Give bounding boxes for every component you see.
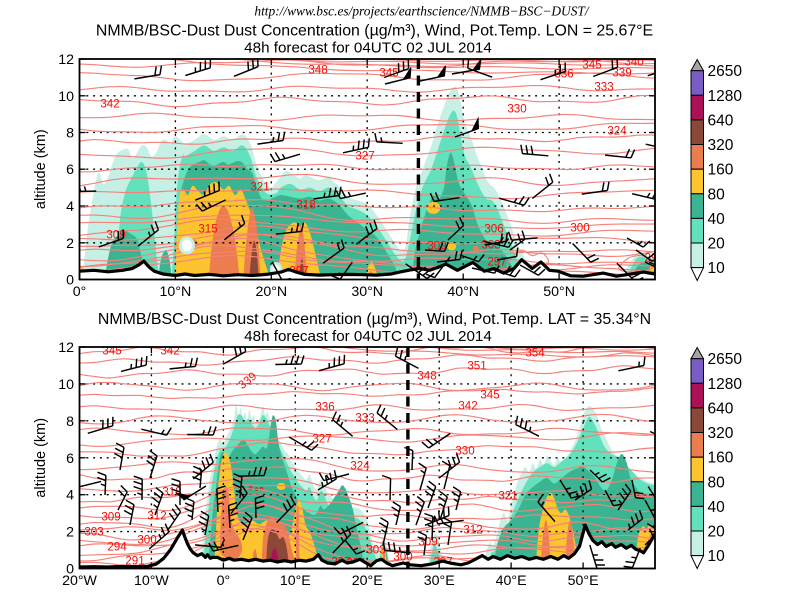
- svg-text:345: 345: [480, 389, 499, 402]
- svg-text:1280: 1280: [708, 376, 743, 393]
- svg-text:327: 327: [312, 433, 331, 446]
- svg-text:160: 160: [708, 450, 734, 467]
- svg-text:321: 321: [498, 490, 517, 503]
- svg-text:NMMB/BSC-Dust Dust Concentrati: NMMB/BSC-Dust Dust Concentration (µg/m³)…: [98, 311, 651, 328]
- svg-text:320: 320: [708, 137, 734, 154]
- svg-text:160: 160: [708, 162, 734, 179]
- svg-text:300: 300: [137, 534, 156, 547]
- svg-text:4: 4: [66, 488, 74, 504]
- svg-text:6: 6: [66, 451, 74, 467]
- svg-text:309: 309: [101, 511, 120, 524]
- svg-text:40°E: 40°E: [496, 573, 527, 589]
- svg-text:10: 10: [58, 89, 74, 105]
- svg-text:29: 29: [645, 252, 658, 265]
- svg-text:10°E: 10°E: [280, 573, 311, 589]
- svg-text:351: 351: [467, 360, 486, 373]
- svg-text:640: 640: [708, 112, 734, 129]
- svg-text:342: 342: [458, 400, 477, 413]
- svg-text:40: 40: [708, 211, 726, 228]
- svg-text:339: 339: [612, 67, 631, 80]
- svg-text:300: 300: [570, 222, 589, 235]
- svg-text:2: 2: [66, 236, 74, 252]
- svg-text:6: 6: [66, 162, 74, 178]
- svg-text:20°W: 20°W: [62, 573, 97, 589]
- svg-text:309: 309: [427, 240, 446, 253]
- svg-text:2: 2: [66, 525, 74, 541]
- svg-text:321: 321: [250, 181, 269, 194]
- svg-text:303: 303: [84, 526, 103, 539]
- svg-text:345: 345: [102, 345, 121, 358]
- svg-text:309: 309: [106, 229, 125, 242]
- svg-text:8: 8: [66, 126, 74, 142]
- svg-text:altitude (km): altitude (km): [33, 129, 49, 209]
- svg-text:318: 318: [162, 486, 181, 499]
- svg-text:348: 348: [308, 64, 327, 77]
- svg-text:336: 336: [315, 401, 334, 414]
- svg-text:330: 330: [507, 103, 526, 116]
- svg-text:30°N: 30°N: [351, 284, 383, 300]
- svg-text:315: 315: [198, 223, 217, 236]
- svg-text:324: 324: [350, 460, 370, 473]
- svg-text:10°N: 10°N: [160, 284, 192, 300]
- svg-text:640: 640: [708, 400, 734, 417]
- svg-text:333: 333: [355, 412, 374, 425]
- svg-text:20: 20: [708, 236, 726, 253]
- svg-text:297: 297: [487, 256, 506, 269]
- svg-text:327: 327: [355, 150, 374, 163]
- svg-text:318: 318: [296, 199, 315, 212]
- svg-text:340: 340: [624, 56, 643, 69]
- svg-text:0: 0: [66, 273, 74, 289]
- svg-text:20: 20: [708, 524, 726, 541]
- svg-text:336: 336: [554, 68, 573, 81]
- svg-text:342: 342: [160, 345, 179, 358]
- svg-text:312: 312: [463, 524, 482, 537]
- svg-text:348: 348: [417, 370, 436, 383]
- svg-text:30°E: 30°E: [424, 573, 455, 589]
- svg-text:345: 345: [582, 59, 601, 72]
- svg-text:333: 333: [594, 81, 613, 94]
- svg-text:8: 8: [66, 414, 74, 430]
- svg-text:http://www.bsc.es/projects/ear: http://www.bsc.es/projects/earthscience/…: [254, 4, 589, 19]
- svg-text:324: 324: [607, 125, 627, 138]
- svg-text:10: 10: [708, 260, 726, 277]
- svg-text:40: 40: [708, 499, 726, 516]
- svg-text:320: 320: [708, 425, 734, 442]
- svg-text:10°W: 10°W: [134, 573, 169, 589]
- svg-text:330: 330: [455, 445, 474, 458]
- svg-text:altitude (km): altitude (km): [33, 418, 49, 498]
- svg-text:50°N: 50°N: [543, 284, 575, 300]
- svg-text:10: 10: [58, 377, 74, 393]
- svg-text:80: 80: [708, 474, 726, 491]
- svg-text:40°N: 40°N: [447, 284, 479, 300]
- svg-text:342: 342: [100, 98, 119, 111]
- svg-text:312: 312: [147, 510, 166, 523]
- svg-text:309: 309: [418, 536, 437, 549]
- svg-text:291: 291: [125, 555, 144, 568]
- svg-text:294: 294: [107, 541, 127, 554]
- svg-text:0°: 0°: [73, 284, 87, 300]
- svg-text:0°: 0°: [217, 573, 231, 589]
- svg-text:12: 12: [58, 340, 74, 356]
- svg-text:1280: 1280: [708, 88, 743, 105]
- svg-text:345: 345: [379, 67, 398, 80]
- svg-text:4: 4: [66, 199, 74, 215]
- svg-text:50°E: 50°E: [568, 573, 599, 589]
- svg-text:12: 12: [58, 52, 74, 68]
- svg-text:306: 306: [484, 223, 503, 236]
- svg-text:48h forecast for 04UTC 02 JUL: 48h forecast for 04UTC 02 JUL 2014: [244, 40, 492, 57]
- svg-text:80: 80: [708, 186, 726, 203]
- svg-text:354: 354: [525, 347, 545, 360]
- svg-text:10: 10: [708, 548, 726, 565]
- svg-text:48h forecast for 04UTC 02 JUL: 48h forecast for 04UTC 02 JUL 2014: [244, 328, 492, 345]
- svg-text:2650: 2650: [708, 63, 743, 80]
- svg-text:20°E: 20°E: [352, 573, 383, 589]
- svg-text:303: 303: [366, 544, 385, 557]
- svg-text:20°N: 20°N: [255, 284, 287, 300]
- svg-text:2650: 2650: [708, 351, 743, 368]
- svg-text:NMMB/BSC-Dust Dust Concentrati: NMMB/BSC-Dust Dust Concentration (µg/m³)…: [96, 23, 653, 40]
- svg-text:0: 0: [66, 562, 74, 578]
